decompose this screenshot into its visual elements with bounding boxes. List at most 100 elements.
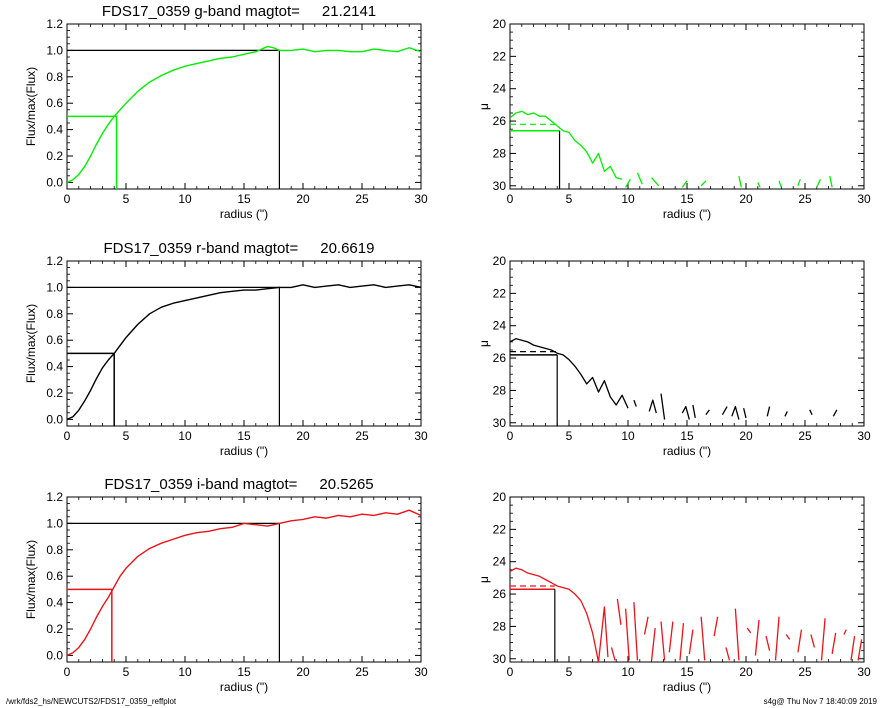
plot-area [67, 284, 421, 426]
plot-area [510, 337, 838, 426]
surface-brightness-segment [700, 616, 706, 661]
x-tick-label: 5 [123, 665, 130, 679]
y-axis-label: Flux/max(Flux) [24, 540, 38, 619]
y-tick-label: 24 [493, 555, 507, 569]
surface-brightness-segment [510, 567, 609, 662]
y-tick-label: 0.0 [46, 648, 63, 662]
y-axis-label: Flux/max(Flux) [24, 67, 38, 146]
y-tick-label: 0.2 [46, 386, 63, 400]
x-tick-label: 30 [414, 192, 428, 206]
surface-brightness-segment [616, 598, 622, 625]
y-tick-label: 20 [493, 254, 507, 268]
surface-brightness-segment [610, 647, 616, 661]
surface-brightness-segment [765, 635, 771, 651]
y-tick-label: 20 [493, 490, 507, 504]
x-tick-label: 10 [621, 192, 635, 206]
magtot-value: 20.6619 [320, 240, 374, 257]
surface-brightness-segment [692, 404, 696, 419]
x-tick-label: 30 [857, 429, 871, 443]
y-tick-label: 28 [493, 146, 507, 160]
y-tick-label: 0.6 [46, 569, 63, 583]
y-tick-label: 24 [493, 82, 507, 96]
magtot-value: 20.5265 [319, 476, 373, 493]
y-tick-label: 22 [493, 49, 507, 63]
x-tick-label: 25 [798, 429, 812, 443]
y-axis-label: μ [477, 103, 491, 110]
growth-curve-line [67, 509, 421, 657]
y-tick-label: 0.2 [46, 149, 63, 163]
surface-brightness-segment [633, 602, 639, 661]
surface-brightness-segment [754, 619, 760, 656]
x-tick-label: 5 [566, 665, 573, 679]
x-axis-label: radius (") [220, 207, 268, 221]
y-tick-label: 20 [493, 17, 507, 31]
growth-curve-line [67, 45, 421, 184]
x-tick-label: 30 [857, 665, 871, 679]
surface-brightness-segment [633, 399, 637, 407]
panel-title-label: FDS17_0359 r-band magtot= [104, 240, 299, 257]
surface-brightness-segment [510, 110, 623, 180]
surface-brightness-segment [816, 179, 821, 188]
y-tick-label: 0.4 [46, 360, 63, 374]
x-axis-label: radius (") [220, 444, 268, 458]
surface-brightness-segment [831, 632, 837, 655]
y-tick-label: 0.4 [46, 596, 63, 610]
surface-brightness-segment [850, 636, 856, 661]
y-tick-label: 28 [493, 619, 507, 633]
plot-frame [66, 496, 422, 663]
surface-brightness-segment [857, 639, 863, 661]
x-tick-label: 25 [355, 429, 369, 443]
y-tick-label: 24 [493, 319, 507, 333]
surface-brightness-segment [510, 337, 629, 409]
surface-brightness-segment [829, 175, 833, 188]
surface-brightness-segment [810, 634, 816, 648]
surface-brightness-segment [660, 621, 666, 661]
surface-brightness-segment [668, 621, 674, 653]
y-tick-label: 1.2 [46, 490, 63, 504]
x-tick-label: 15 [237, 192, 251, 206]
x-tick-label: 15 [680, 429, 694, 443]
y-tick-label: 26 [493, 114, 507, 128]
surface-brightness-segment [766, 406, 771, 417]
surface-brightness-segment [624, 608, 630, 661]
footer-timestamp: s4g@ Thu Nov 7 18:40:09 2019 [763, 697, 877, 706]
x-tick-label: 20 [739, 665, 753, 679]
x-tick-label: 30 [414, 665, 428, 679]
x-tick-label: 15 [237, 665, 251, 679]
x-tick-label: 0 [64, 665, 71, 679]
surface-brightness-segment [797, 629, 803, 653]
surface-brightness-segment [700, 180, 707, 187]
y-tick-label: 1.0 [46, 516, 63, 530]
panel-g-growth-curve: 0 5 10 15 20 25 30 0.0 0.2 0.4 0.6 0.8 1.0 1.2 radius … [24, 3, 428, 221]
x-tick-label: 10 [621, 665, 635, 679]
surface-brightness-segment [660, 393, 666, 420]
y-tick-label: 28 [493, 383, 507, 397]
surface-brightness-segment [681, 405, 690, 420]
y-tick-label: 26 [493, 351, 507, 365]
x-tick-label: 15 [680, 665, 694, 679]
surface-brightness-segment [721, 406, 728, 416]
x-tick-label: 15 [237, 429, 251, 443]
y-axis-label: Flux/max(Flux) [24, 304, 38, 383]
surface-brightness-segment [650, 627, 656, 661]
surface-brightness-segment [625, 178, 631, 188]
panel-title-label: FDS17_0359 i-band magtot= [104, 476, 297, 493]
panel-r-growth-curve: 0 5 10 15 20 25 30 0.0 0.2 0.4 0.6 0.8 1.0 1.2 radius … [24, 240, 428, 458]
x-tick-label: 20 [296, 665, 310, 679]
surface-brightness-segment [809, 409, 813, 415]
x-tick-label: 10 [178, 665, 192, 679]
growth-curve-line [67, 284, 421, 421]
plot-frame [509, 260, 865, 427]
x-tick-label: 20 [739, 192, 753, 206]
surface-brightness-segment [731, 405, 740, 420]
y-axis-label: μ [477, 340, 491, 347]
panel-i-growth-curve: 0 5 10 15 20 25 30 0.0 0.2 0.4 0.6 0.8 1.0 1.2 radius … [24, 476, 428, 694]
x-tick-label: 25 [355, 192, 369, 206]
surface-brightness-segment [643, 616, 649, 635]
x-tick-label: 10 [178, 192, 192, 206]
plot-area [510, 567, 863, 662]
half-light-marker [67, 588, 113, 662]
y-tick-label: 0.0 [46, 412, 63, 426]
x-tick-label: 5 [123, 192, 130, 206]
y-tick-label: 0.2 [46, 622, 63, 636]
